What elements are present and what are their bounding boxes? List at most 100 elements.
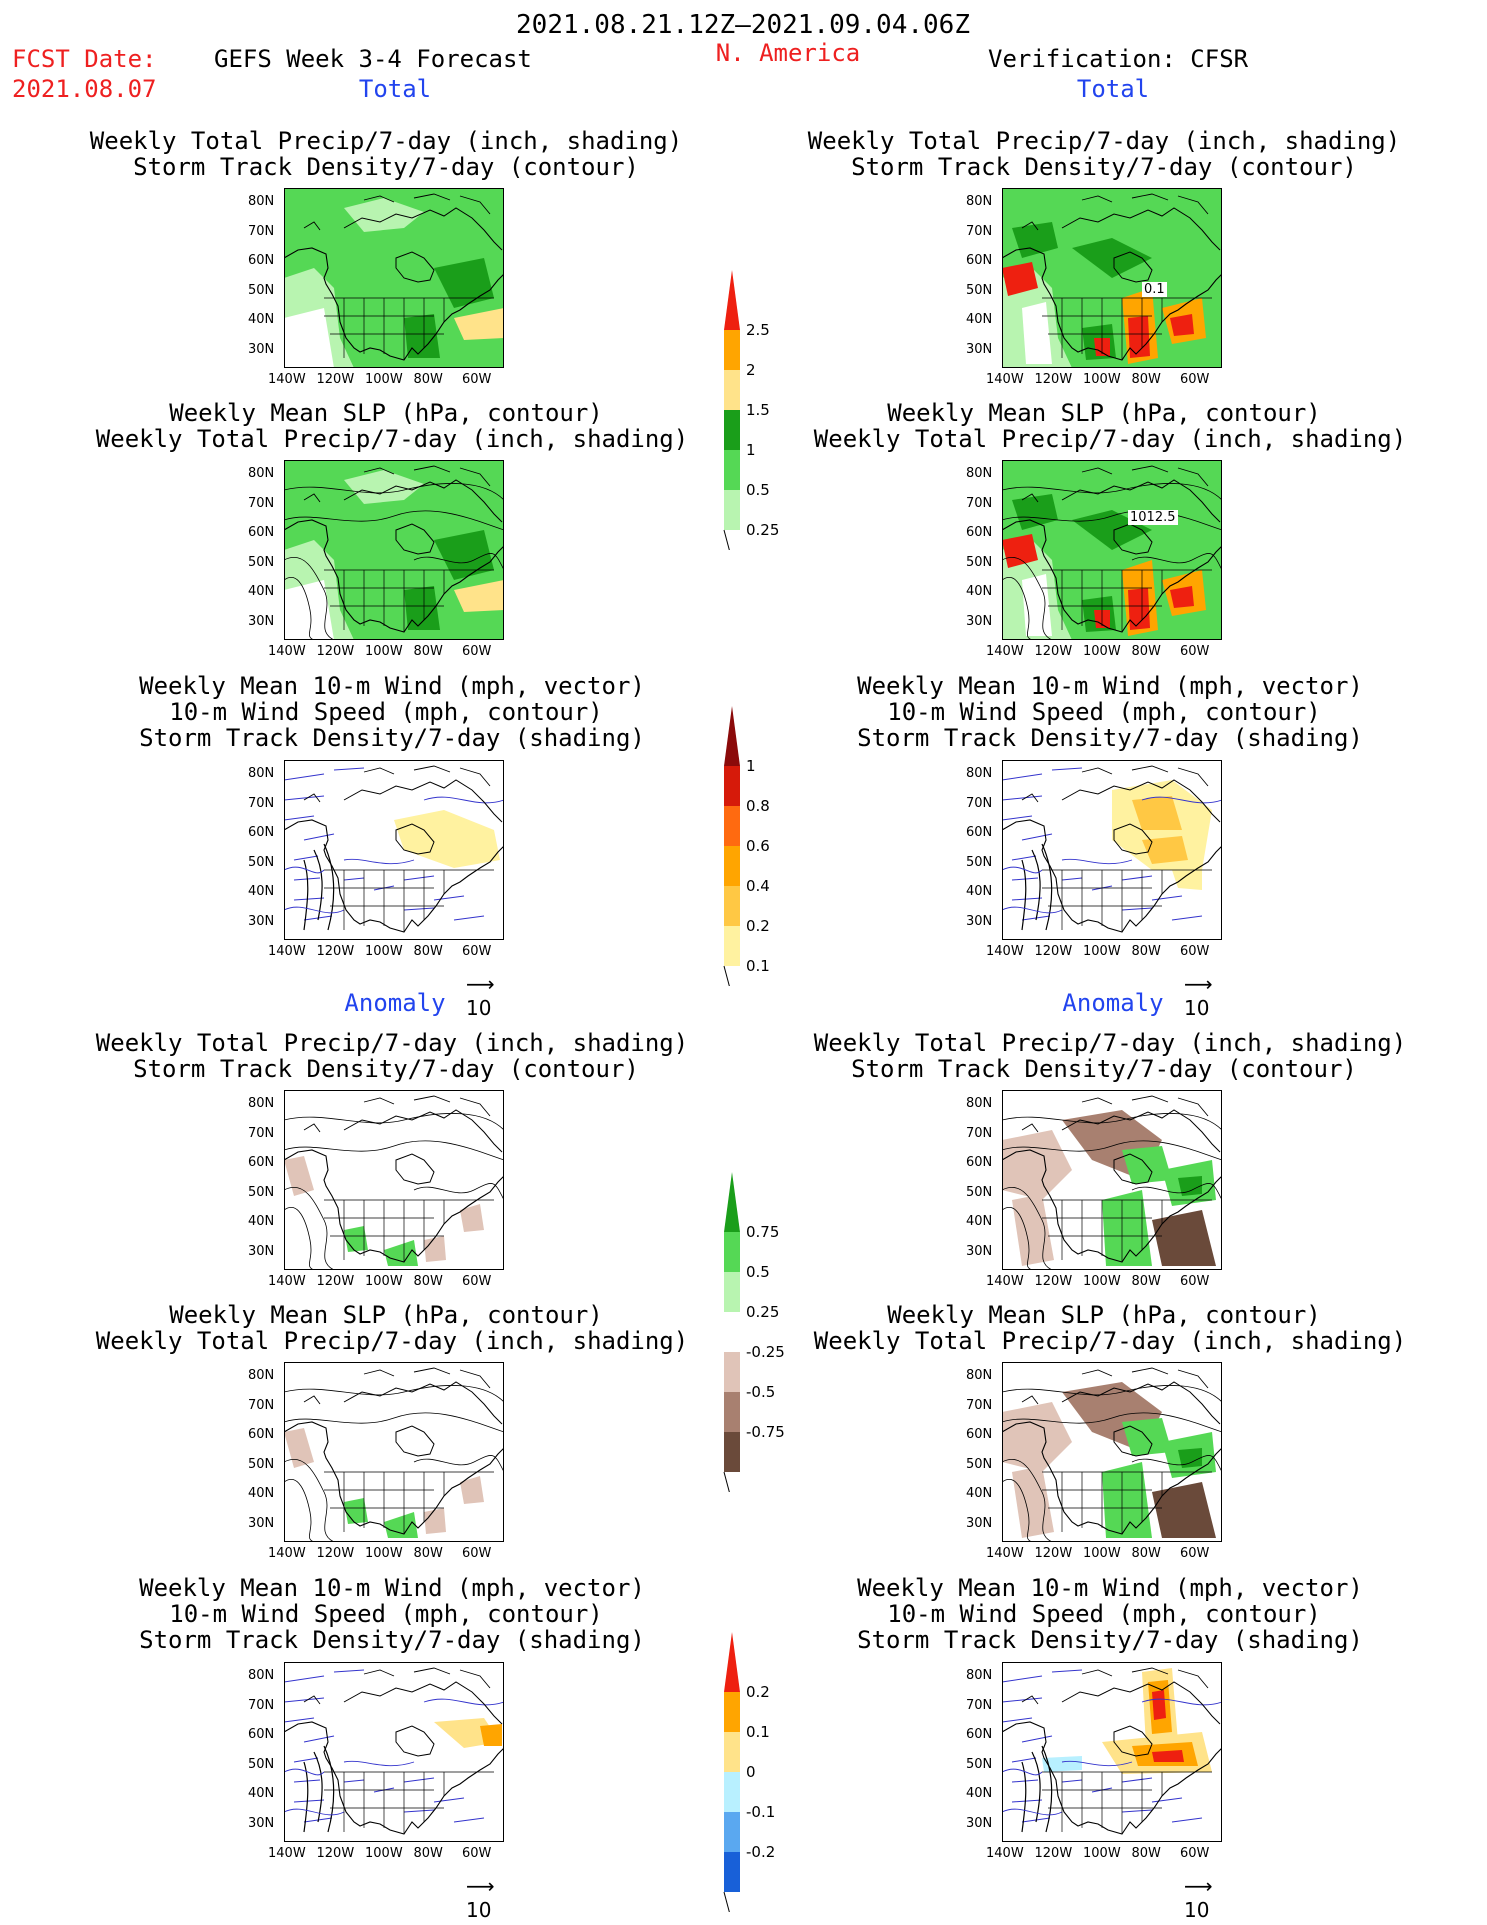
- lon-tick-label: 80W: [1131, 1274, 1161, 1289]
- title-r5-r-1: Weekly Mean SLP (hPa, contour): [887, 1301, 1321, 1329]
- color-scale-segment: [724, 846, 740, 886]
- lon-tick-label: 120W: [1034, 372, 1073, 387]
- vector-ref-r6-right: ⟶ 10: [1184, 1874, 1213, 1922]
- lon-tick-label: 80W: [413, 1846, 443, 1861]
- lon-tick-label: 120W: [1034, 1274, 1073, 1289]
- lon-tick-label: 100W: [1083, 1274, 1121, 1289]
- color-scale-label: 1: [746, 757, 756, 775]
- lon-tick-label: 80W: [413, 1274, 443, 1289]
- lat-tick-label: 70N: [966, 795, 993, 811]
- lat-tick-label: 70N: [248, 1125, 275, 1141]
- lon-tick-label: 120W: [316, 644, 355, 659]
- color-scale-label: 0: [746, 1763, 756, 1781]
- arrow-right-icon: ⟶: [1184, 1874, 1213, 1898]
- lat-tick-label: 50N: [966, 1756, 993, 1772]
- lat-tick-label: 80N: [966, 1096, 993, 1111]
- lat-tick-label: 60N: [248, 1727, 275, 1742]
- lon-tick-label: 120W: [316, 944, 355, 959]
- color-scale-label: -0.5: [746, 1383, 776, 1401]
- arrow-right-icon: ⟶: [466, 972, 495, 996]
- map-plot: [284, 1362, 504, 1542]
- lat-tick-label: 80N: [248, 466, 275, 481]
- color-scale-segment: [724, 450, 740, 490]
- color-scale-segment: [724, 1692, 740, 1732]
- color-scale-segment: [724, 926, 740, 966]
- color-scale-label: 1: [746, 441, 756, 459]
- lon-tick-label: 120W: [1034, 944, 1073, 959]
- storm-contour-label: 0.1: [1142, 282, 1167, 297]
- lat-tick-label: 60N: [966, 825, 993, 840]
- color-scale-label: 2: [746, 361, 756, 379]
- lon-tick-label: 80W: [413, 644, 443, 659]
- map-r6-left: 80N 70N 60N 50N 40N 30N 140W 120W 100W 80W 60W: [248, 1662, 504, 1861]
- color-scale-tail: [723, 965, 730, 986]
- color-scale-label: 0.1: [746, 957, 770, 975]
- lon-tick-label: 80W: [1131, 372, 1161, 387]
- color-scale-segment: [724, 1632, 740, 1692]
- lat-tick-label: 30N: [966, 341, 993, 357]
- lat-tick-label: 40N: [248, 312, 275, 327]
- title-r5-r-2: Weekly Total Precip/7-day (inch, shading…: [813, 1327, 1407, 1355]
- lat-tick-label: 40N: [248, 1214, 275, 1229]
- vector-ref-r3-left: ⟶ 10: [466, 972, 495, 1020]
- lon-tick-label: 140W: [986, 372, 1024, 387]
- map-r3-right: 80N 70N 60N 50N 40N 30N 140W 120W 100W 80W 60W: [966, 760, 1222, 959]
- map-r5-right: 80N 70N 60N 50N 40N 30N 140W 120W 100W 80W 60W: [966, 1362, 1222, 1561]
- lat-tick-label: 30N: [966, 613, 993, 629]
- lon-tick-label: 100W: [1083, 944, 1121, 959]
- lat-tick-label: 50N: [248, 854, 275, 870]
- section-anomaly-right: Anomaly: [1062, 989, 1164, 1017]
- lat-tick-label: 70N: [966, 495, 993, 511]
- lat-tick-label: 30N: [966, 1815, 993, 1831]
- color-scale-segment: [724, 706, 740, 766]
- title-r3-l-3: Storm Track Density/7-day (shading): [139, 724, 645, 752]
- lon-tick-label: 100W: [365, 944, 403, 959]
- lon-tick-label: 60W: [1180, 644, 1210, 659]
- lat-tick-label: 40N: [966, 884, 993, 899]
- color-scale-label: 0.6: [746, 837, 770, 855]
- color-scale-segment: [724, 1272, 740, 1312]
- map-plot: [1002, 1362, 1222, 1542]
- color-scale-label: 0.25: [746, 521, 780, 539]
- color-scale-segment: [724, 1352, 740, 1392]
- lat-tick-label: 60N: [248, 1427, 275, 1442]
- lat-tick-label: 30N: [248, 1515, 275, 1531]
- section-total-left: Total: [358, 75, 432, 103]
- title-r6-r-2: 10-m Wind Speed (mph, contour): [887, 1600, 1321, 1628]
- lon-tick-label: 60W: [1180, 1274, 1210, 1289]
- lat-tick-label: 40N: [248, 884, 275, 899]
- lat-tick-label: 50N: [966, 1456, 993, 1472]
- title-r3-r-2: 10-m Wind Speed (mph, contour): [887, 698, 1321, 726]
- lat-tick-label: 50N: [248, 1756, 275, 1772]
- map-r3-left: 80N 70N 60N 50N 40N 30N 140W 120W 100W 80W 60W: [248, 760, 504, 959]
- lat-tick-label: 40N: [248, 1486, 275, 1501]
- lon-tick-label: 140W: [268, 372, 306, 387]
- color-scale-segment: [724, 330, 740, 370]
- lat-tick-label: 50N: [248, 1184, 275, 1200]
- lon-tick-label: 100W: [1083, 1546, 1121, 1561]
- map-frame: [1002, 1090, 1222, 1270]
- lat-tick-label: 60N: [248, 525, 275, 540]
- lon-tick-label: 60W: [462, 1846, 492, 1861]
- title-r3-r-1: Weekly Mean 10-m Wind (mph, vector): [857, 672, 1363, 700]
- lat-tick-label: 30N: [248, 341, 275, 357]
- slp-contour-label: 1012.5: [1128, 510, 1178, 525]
- period-title: 2021.08.21.12Z–2021.09.04.06Z: [516, 10, 970, 40]
- title-r2-l-1: Weekly Mean SLP (hPa, contour): [169, 399, 603, 427]
- map-frame: [284, 1090, 504, 1270]
- lat-tick-label: 30N: [966, 913, 993, 929]
- map-r1-left: 80N 70N 60N 50N 40N 30N 140W 120W 100W 80W 60W: [248, 188, 504, 387]
- map-frame: [284, 460, 504, 640]
- lon-tick-label: 80W: [1131, 1846, 1161, 1861]
- map-frame: [1002, 460, 1222, 640]
- color-scale-segment: [724, 1432, 740, 1472]
- lat-tick-label: 50N: [248, 282, 275, 298]
- verification-title: Verification: CFSR: [988, 45, 1249, 73]
- color-scale-label: -0.25: [746, 1343, 785, 1361]
- lon-tick-label: 140W: [268, 1546, 306, 1561]
- lat-tick-label: 80N: [248, 1368, 275, 1383]
- lon-tick-label: 120W: [316, 1274, 355, 1289]
- lat-tick-label: 50N: [248, 554, 275, 570]
- arrow-right-icon: ⟶: [466, 1874, 495, 1898]
- lon-tick-label: 120W: [1034, 1846, 1073, 1861]
